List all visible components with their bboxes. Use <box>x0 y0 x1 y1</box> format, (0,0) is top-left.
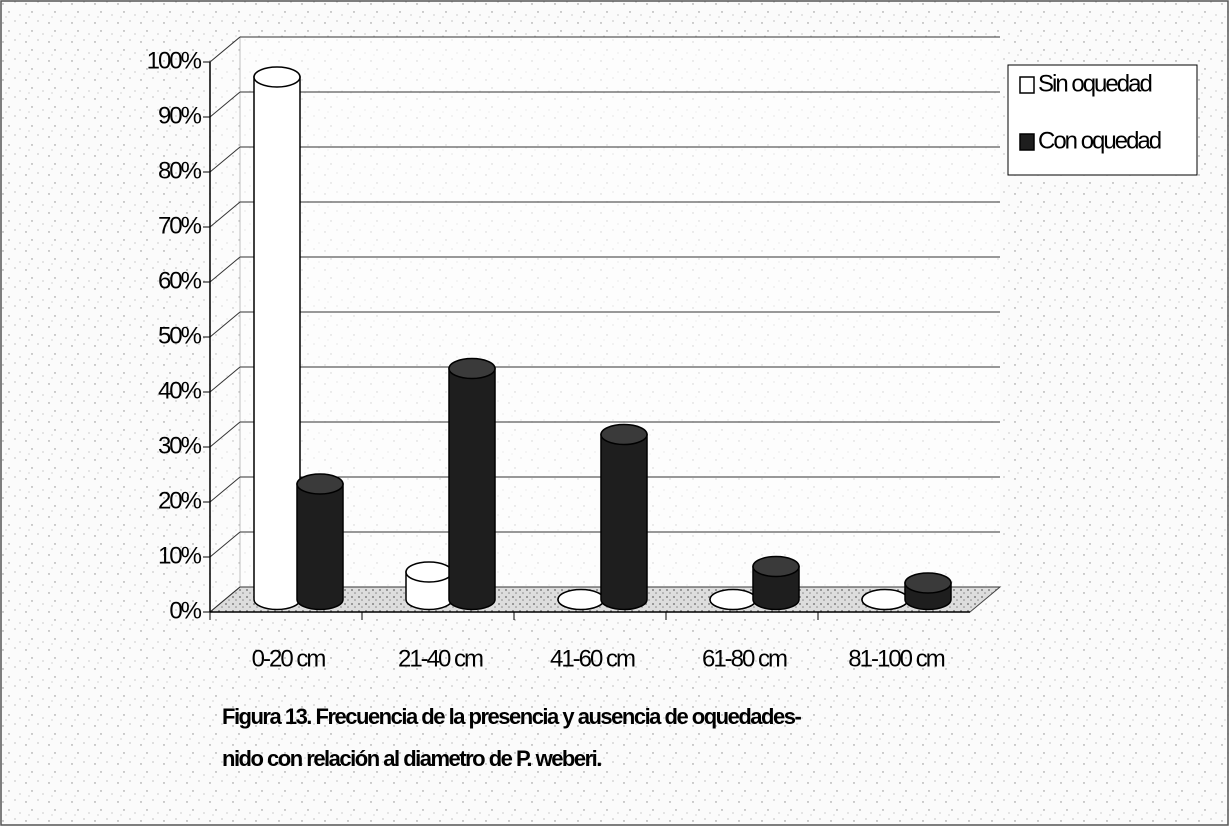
grid-line <box>209 421 241 448</box>
legend-swatch <box>1019 133 1035 151</box>
y-tick-label: 100% <box>147 47 202 74</box>
cylinder <box>448 367 496 611</box>
cylinder <box>752 565 800 611</box>
grid-line <box>209 146 241 173</box>
x-tick-label: 61-80 cm <box>702 645 787 672</box>
cylinder <box>600 433 648 611</box>
y-tick-label: 10% <box>158 542 202 569</box>
grid-line <box>209 366 241 393</box>
y-tick-label: 20% <box>158 487 202 514</box>
y-tick-label: 60% <box>158 267 202 294</box>
grid-line <box>209 201 241 228</box>
grid-line <box>209 36 241 63</box>
grid-line <box>209 256 241 283</box>
grid-line <box>209 586 241 613</box>
x-tick-label: 0-20 cm <box>252 645 326 672</box>
legend-label: Con oquedad <box>1038 127 1161 154</box>
x-tick-label: 41-60 cm <box>550 645 635 672</box>
y-tick-label: 40% <box>158 377 202 404</box>
cylinder-top <box>904 572 952 594</box>
legend-swatch <box>1019 76 1035 94</box>
legend <box>1007 64 1198 176</box>
y-tick-label: 30% <box>158 432 202 459</box>
caption-line: Figura 13. Frecuencia de la presencia y … <box>222 704 801 729</box>
y-tick-label: 50% <box>158 322 202 349</box>
cylinder-top <box>861 588 909 611</box>
y-tick-label: 80% <box>158 157 202 184</box>
x-tick-label: 81-100 cm <box>848 645 944 672</box>
cylinder-top <box>253 66 301 88</box>
grid-line <box>209 531 241 558</box>
y-tick-label: 90% <box>158 102 202 129</box>
grid-line <box>209 311 241 338</box>
cylinder-top <box>405 561 453 583</box>
cylinder-top <box>709 588 757 611</box>
caption-line: nido con relación al diametro de P. webe… <box>222 746 601 771</box>
cylinder-top <box>752 555 800 578</box>
cylinder <box>296 483 344 611</box>
cylinder-top <box>296 473 344 495</box>
y-tick-label: 70% <box>158 212 202 239</box>
cylinder-top <box>600 423 648 446</box>
grid-line <box>209 476 241 503</box>
cylinder <box>253 76 301 611</box>
cylinder-top <box>448 357 496 380</box>
x-tick-label: 21-40 cm <box>398 645 483 672</box>
y-tick-label: 0% <box>169 597 201 624</box>
cylinder-top <box>557 588 605 611</box>
legend-label: Sin oquedad <box>1038 70 1151 97</box>
grid-line <box>209 91 241 118</box>
